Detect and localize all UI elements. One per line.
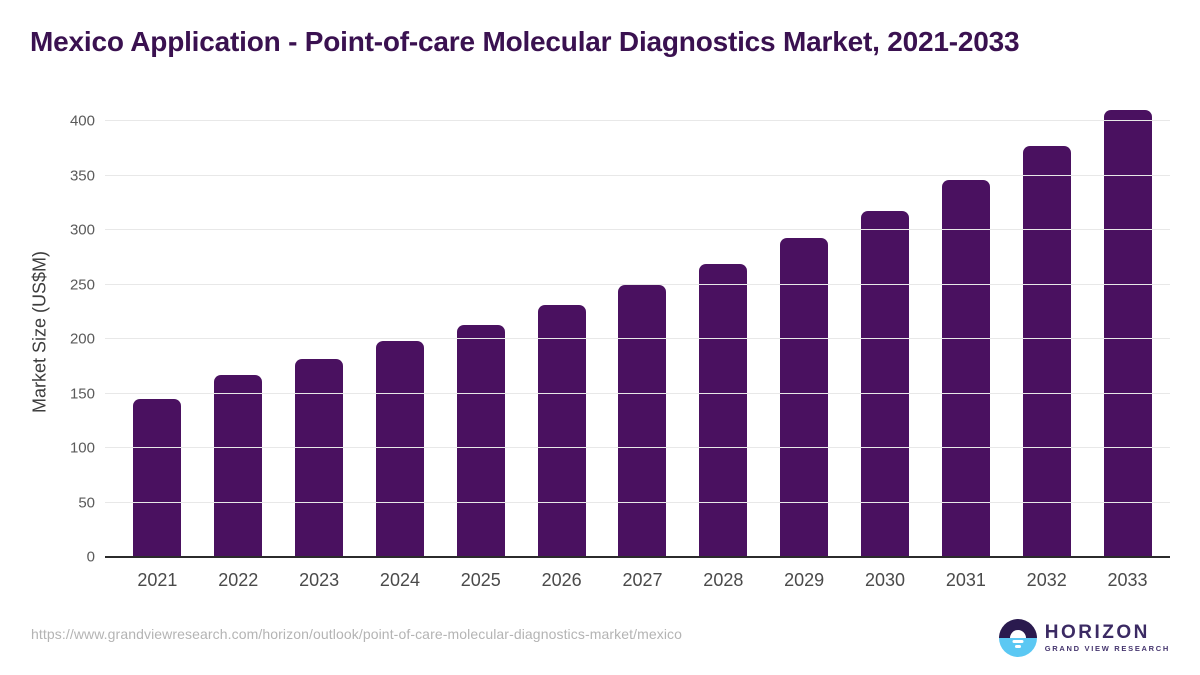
- horizon-logo: HORIZON GRAND VIEW RESEARCH: [998, 619, 1170, 657]
- bar-slot-2027: 2027: [602, 107, 683, 590]
- sun-icon: [1009, 630, 1026, 638]
- y-tick-label-300: 300: [69, 221, 95, 239]
- x-tick-label-2029: 2029: [784, 570, 825, 590]
- gridline-200: [105, 338, 1170, 340]
- gridline-300: [105, 229, 1170, 231]
- bar-2033[interactable]: [1103, 110, 1152, 557]
- x-tick-label-2030: 2030: [864, 570, 906, 590]
- x-tick-label-2027: 2027: [622, 570, 663, 590]
- bar-slot-2030: 2030: [845, 107, 926, 590]
- bar-2026[interactable]: [537, 305, 586, 557]
- x-tick-label-2032: 2032: [1026, 570, 1067, 590]
- y-tick-label-0: 0: [86, 548, 95, 566]
- sun-reflection-icon: [1012, 640, 1024, 643]
- bar-2030[interactable]: [861, 210, 910, 557]
- y-tick-label-100: 100: [69, 439, 95, 457]
- x-tick-label-2031: 2031: [945, 570, 986, 590]
- bar-2021[interactable]: [133, 399, 182, 557]
- x-tick-label-2028: 2028: [703, 570, 744, 590]
- gridline-250: [105, 283, 1170, 285]
- gridline-150: [105, 392, 1170, 394]
- logo-text: HORIZON GRAND VIEW RESEARCH: [1044, 621, 1170, 654]
- x-tick-label-2025: 2025: [460, 570, 501, 590]
- x-tick-label-2022: 2022: [218, 570, 259, 590]
- bar-slot-2029: 2029: [764, 107, 845, 590]
- bar-2028[interactable]: [699, 263, 748, 557]
- y-tick-label-150: 150: [69, 385, 95, 403]
- plot-area: 2021 2022 2023 2024 2025 2026 2027 2028 2029 2030…: [70, 107, 1170, 590]
- gridline-50: [105, 501, 1170, 503]
- horizon-logo-icon: [998, 619, 1037, 657]
- bar-series: 2021 2022 2023 2024 2025 2026 2027 2028 2029 2030…: [117, 107, 1168, 590]
- bar-slot-2028: 2028: [683, 107, 764, 590]
- x-tick-label-2023: 2023: [299, 570, 340, 590]
- bar-slot-2032: 2032: [1006, 107, 1087, 590]
- bar-slot-2022: 2022: [198, 107, 279, 590]
- bar-slot-2033: 2033: [1087, 107, 1168, 590]
- bar-slot-2024: 2024: [360, 107, 441, 590]
- y-tick-label-250: 250: [69, 276, 95, 294]
- x-tick-label-2024: 2024: [379, 570, 420, 590]
- bar-2024[interactable]: [375, 341, 424, 557]
- bar-2022[interactable]: [214, 375, 263, 557]
- gridline-400: [105, 120, 1170, 122]
- bar-2031[interactable]: [941, 180, 990, 557]
- y-tick-label-400: 400: [69, 112, 95, 130]
- logo-brand-text: HORIZON: [1044, 621, 1150, 643]
- bar-2029[interactable]: [780, 237, 829, 557]
- sun-reflection-icon: [1014, 645, 1021, 648]
- logo-subbrand-text: GRAND VIEW RESEARCH: [1044, 644, 1170, 654]
- bar-slot-2026: 2026: [521, 107, 602, 590]
- y-tick-label-200: 200: [69, 330, 95, 348]
- chart-title: Mexico Application - Point-of-care Molec…: [30, 26, 1020, 57]
- x-axis-line: [105, 556, 1170, 558]
- bar-slot-2021: 2021: [117, 107, 198, 590]
- bar-2023[interactable]: [295, 358, 344, 557]
- x-tick-label-2033: 2033: [1107, 570, 1148, 590]
- bar-2027[interactable]: [618, 284, 667, 557]
- bar-2032[interactable]: [1022, 146, 1071, 557]
- bar-slot-2023: 2023: [279, 107, 360, 590]
- x-tick-label-2026: 2026: [541, 570, 582, 590]
- gridline-100: [105, 447, 1170, 449]
- y-tick-label-350: 350: [69, 167, 95, 185]
- y-tick-label-50: 50: [78, 494, 95, 512]
- y-axis-title: Market Size (US$M): [29, 250, 50, 414]
- bar-slot-2031: 2031: [925, 107, 1006, 590]
- x-tick-label-2021: 2021: [137, 570, 178, 590]
- bar-slot-2025: 2025: [440, 107, 521, 590]
- bar-2025[interactable]: [456, 324, 505, 557]
- source-url: https://www.grandviewresearch.com/horizo…: [31, 626, 683, 642]
- gridline-350: [105, 174, 1170, 176]
